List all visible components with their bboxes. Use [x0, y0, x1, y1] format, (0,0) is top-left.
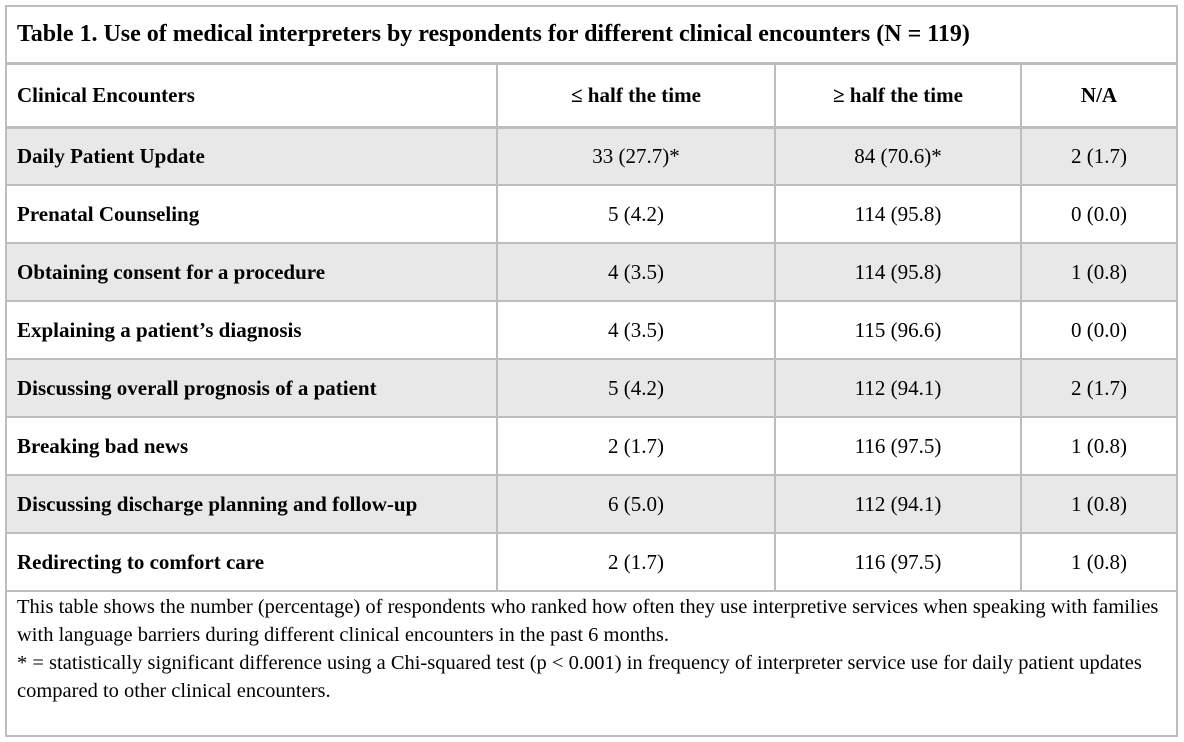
cell-more-than-half: 84 (70.6)* — [775, 127, 1022, 186]
cell-na: 1 (0.8) — [1021, 243, 1176, 302]
encounter-label: Daily Patient Update — [7, 127, 498, 186]
cell-less-than-half: 33 (27.7)* — [497, 127, 776, 186]
table-row: Explaining a patient’s diagnosis 4 (3.5)… — [7, 301, 1176, 360]
cell-less-than-half: 6 (5.0) — [497, 475, 776, 534]
encounter-label: Explaining a patient’s diagnosis — [7, 301, 498, 360]
cell-na: 1 (0.8) — [1021, 533, 1176, 592]
header-row: Clinical Encounters ≤ half the time ≥ ha… — [7, 65, 1176, 129]
footnote-description: This table shows the number (percentage)… — [17, 596, 1159, 646]
table-row: Discussing overall prognosis of a patien… — [7, 359, 1176, 418]
encounter-label: Discussing discharge planning and follow… — [7, 475, 498, 534]
table-row: Breaking bad news 2 (1.7) 116 (97.5) 1 (… — [7, 417, 1176, 476]
table-footnotes: This table shows the number (percentage)… — [17, 593, 1166, 705]
cell-less-than-half: 5 (4.2) — [497, 359, 776, 418]
cell-less-than-half: 4 (3.5) — [497, 243, 776, 302]
table-row: Redirecting to comfort care 2 (1.7) 116 … — [7, 533, 1176, 592]
table-caption: Table 1. Use of medical interpreters by … — [7, 7, 1176, 65]
cell-more-than-half: 116 (97.5) — [775, 533, 1022, 592]
table-frame: Table 1. Use of medical interpreters by … — [5, 5, 1178, 737]
encounter-label: Discussing overall prognosis of a patien… — [7, 359, 498, 418]
cell-na: 1 (0.8) — [1021, 475, 1176, 534]
footnote-significance: * = statistically significant difference… — [17, 652, 1142, 702]
cell-more-than-half: 115 (96.6) — [775, 301, 1022, 360]
cell-less-than-half: 4 (3.5) — [497, 301, 776, 360]
table-row: Daily Patient Update 33 (27.7)* 84 (70.6… — [7, 127, 1176, 186]
cell-more-than-half: 112 (94.1) — [775, 359, 1022, 418]
table-row: Discussing discharge planning and follow… — [7, 475, 1176, 534]
cell-na: 0 (0.0) — [1021, 301, 1176, 360]
encounter-label: Breaking bad news — [7, 417, 498, 476]
cell-less-than-half: 2 (1.7) — [497, 417, 776, 476]
cell-more-than-half: 116 (97.5) — [775, 417, 1022, 476]
cell-na: 0 (0.0) — [1021, 185, 1176, 244]
cell-less-than-half: 5 (4.2) — [497, 185, 776, 244]
cell-more-than-half: 114 (95.8) — [775, 243, 1022, 302]
cell-less-than-half: 2 (1.7) — [497, 533, 776, 592]
encounter-label: Redirecting to comfort care — [7, 533, 498, 592]
table-row: Prenatal Counseling 5 (4.2) 114 (95.8) 0… — [7, 185, 1176, 244]
cell-more-than-half: 114 (95.8) — [775, 185, 1022, 244]
interpreter-use-table: Clinical Encounters ≤ half the time ≥ ha… — [7, 65, 1176, 592]
header-na: N/A — [1021, 65, 1176, 129]
header-less-than-half: ≤ half the time — [497, 65, 776, 129]
header-clinical-encounters: Clinical Encounters — [7, 65, 498, 129]
encounter-label: Obtaining consent for a procedure — [7, 243, 498, 302]
header-more-than-half: ≥ half the time — [775, 65, 1022, 129]
encounter-label: Prenatal Counseling — [7, 185, 498, 244]
cell-na: 2 (1.7) — [1021, 127, 1176, 186]
cell-na: 2 (1.7) — [1021, 359, 1176, 418]
cell-na: 1 (0.8) — [1021, 417, 1176, 476]
table-row: Obtaining consent for a procedure 4 (3.5… — [7, 243, 1176, 302]
cell-more-than-half: 112 (94.1) — [775, 475, 1022, 534]
